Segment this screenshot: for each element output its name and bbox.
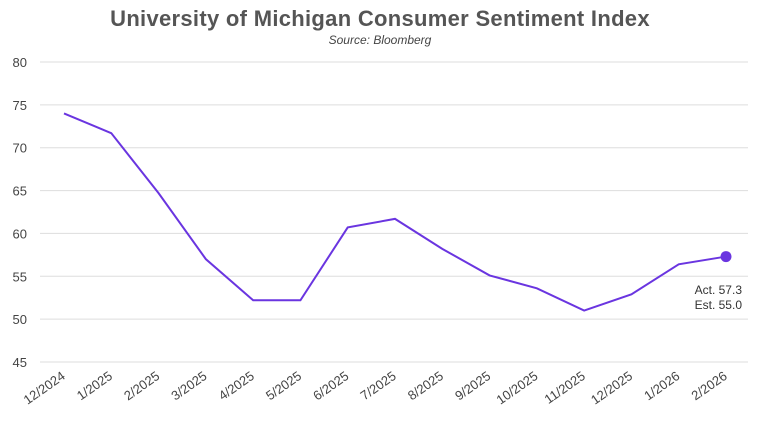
x-tick-label: 3/2025 (168, 368, 209, 403)
x-tick-label: 2/2025 (121, 368, 162, 403)
y-tick-label: 55 (13, 269, 27, 284)
x-tick-label: 6/2025 (310, 368, 351, 403)
x-tick-label: 2/2026 (689, 368, 730, 403)
y-tick-label: 75 (13, 98, 27, 113)
annotation-actual: Act. 57.3 (695, 283, 743, 297)
x-tick-label: 10/2025 (493, 368, 540, 407)
x-tick-label: 12/2025 (588, 368, 635, 407)
x-tick-label: 1/2025 (74, 368, 115, 403)
y-tick-label: 50 (13, 312, 27, 327)
x-tick-label: 5/2025 (263, 368, 304, 403)
y-tick-label: 45 (13, 355, 27, 370)
x-tick-label: 8/2025 (405, 368, 446, 403)
y-tick-label: 60 (13, 226, 27, 241)
x-tick-label: 7/2025 (358, 368, 399, 403)
series-line (63, 112, 727, 312)
annotation-estimate: Est. 55.0 (695, 298, 743, 312)
last-point-marker (720, 251, 732, 263)
x-tick-label: 4/2025 (216, 368, 257, 403)
y-tick-label: 70 (13, 141, 27, 156)
x-tick-label: 11/2025 (542, 368, 588, 407)
y-tick-label: 80 (13, 55, 27, 70)
y-tick-label: 65 (13, 184, 27, 199)
chart-subtitle: Source: Bloomberg (328, 33, 432, 47)
x-tick-label: 1/2026 (641, 368, 682, 403)
x-tick-label: 12/2024 (21, 368, 68, 407)
x-tick-label: 9/2025 (452, 368, 493, 403)
chart-title: University of Michigan Consumer Sentimen… (110, 6, 650, 31)
